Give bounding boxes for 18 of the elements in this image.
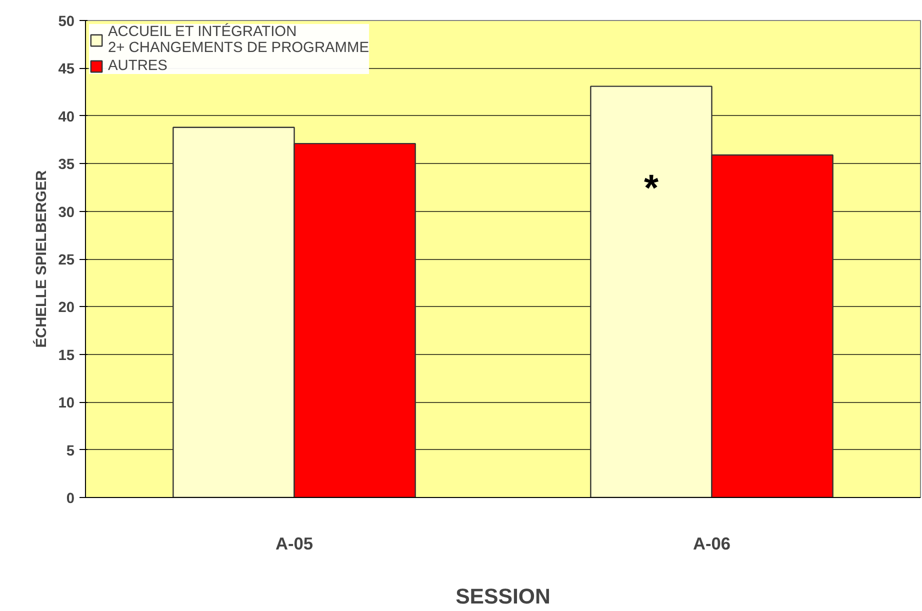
y-tick-label: 0: [66, 491, 75, 507]
y-tick-label: 10: [58, 396, 75, 412]
x-tick-label: A-06: [692, 534, 731, 554]
annotation: *: [644, 166, 659, 208]
y-tick-label: 50: [58, 14, 75, 30]
y-axis-title: ÉCHELLE SPIELBERGER: [33, 170, 50, 348]
y-tick-label: 20: [58, 300, 75, 316]
y-tick-label: 45: [58, 62, 75, 78]
y-tick-label: 30: [58, 204, 75, 221]
y-tick-label: 5: [66, 443, 75, 460]
y-tick-label: 25: [58, 252, 75, 268]
y-tick-label: 40: [58, 109, 75, 126]
x-axis-title: SESSION: [456, 584, 550, 608]
y-tick-label: 35: [58, 157, 75, 174]
y-tick-label: 15: [58, 348, 75, 364]
x-tick-label: A-05: [275, 534, 314, 554]
legend-label: AUTRES: [108, 58, 168, 74]
legend-label: ACCUEIL ET INTÉGRATION 2+ CHANGEMENTS DE PROGRAMME: [108, 24, 370, 56]
